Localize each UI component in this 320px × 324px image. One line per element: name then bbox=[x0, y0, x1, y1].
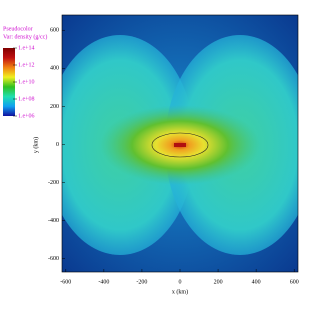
x-axis-label: x (km) bbox=[172, 288, 188, 295]
colorbar-tick-label: 1.e+08 bbox=[18, 96, 35, 102]
colorbar-tick-label: 1.e+06 bbox=[18, 113, 35, 119]
y-tick-label: 400 bbox=[50, 66, 59, 72]
x-tick-label: 400 bbox=[252, 279, 261, 285]
colorbar-tick-label: 1.e+12 bbox=[18, 62, 35, 68]
y-tick-label: -200 bbox=[48, 180, 59, 186]
x-tick-label: -200 bbox=[136, 279, 147, 285]
plot-image bbox=[62, 15, 298, 272]
y-axis-label: y (km) bbox=[32, 137, 39, 153]
x-tick-label: -600 bbox=[60, 279, 71, 285]
x-tick-label: 0 bbox=[179, 279, 182, 285]
chart: Pseudocolor Var: density (g/cc) x (km) y… bbox=[3, 14, 299, 295]
x-tick-label: -400 bbox=[98, 279, 109, 285]
colorbar-tick-label: 1.e+10 bbox=[18, 79, 35, 85]
x-tick-label: 600 bbox=[290, 279, 299, 285]
y-tick-label: 600 bbox=[50, 28, 59, 34]
y-tick-label: 200 bbox=[50, 104, 59, 110]
y-tick-label: -600 bbox=[48, 256, 59, 262]
y-tick-label: -400 bbox=[48, 218, 59, 224]
y-tick-label: 0 bbox=[56, 142, 59, 148]
colorbar bbox=[3, 48, 15, 116]
x-tick-label: 200 bbox=[214, 279, 223, 285]
subtitle: Var: density (g/cc) bbox=[3, 33, 47, 40]
colorbar-tick-label: 1.e+14 bbox=[18, 45, 35, 51]
title: Pseudocolor bbox=[3, 26, 33, 32]
